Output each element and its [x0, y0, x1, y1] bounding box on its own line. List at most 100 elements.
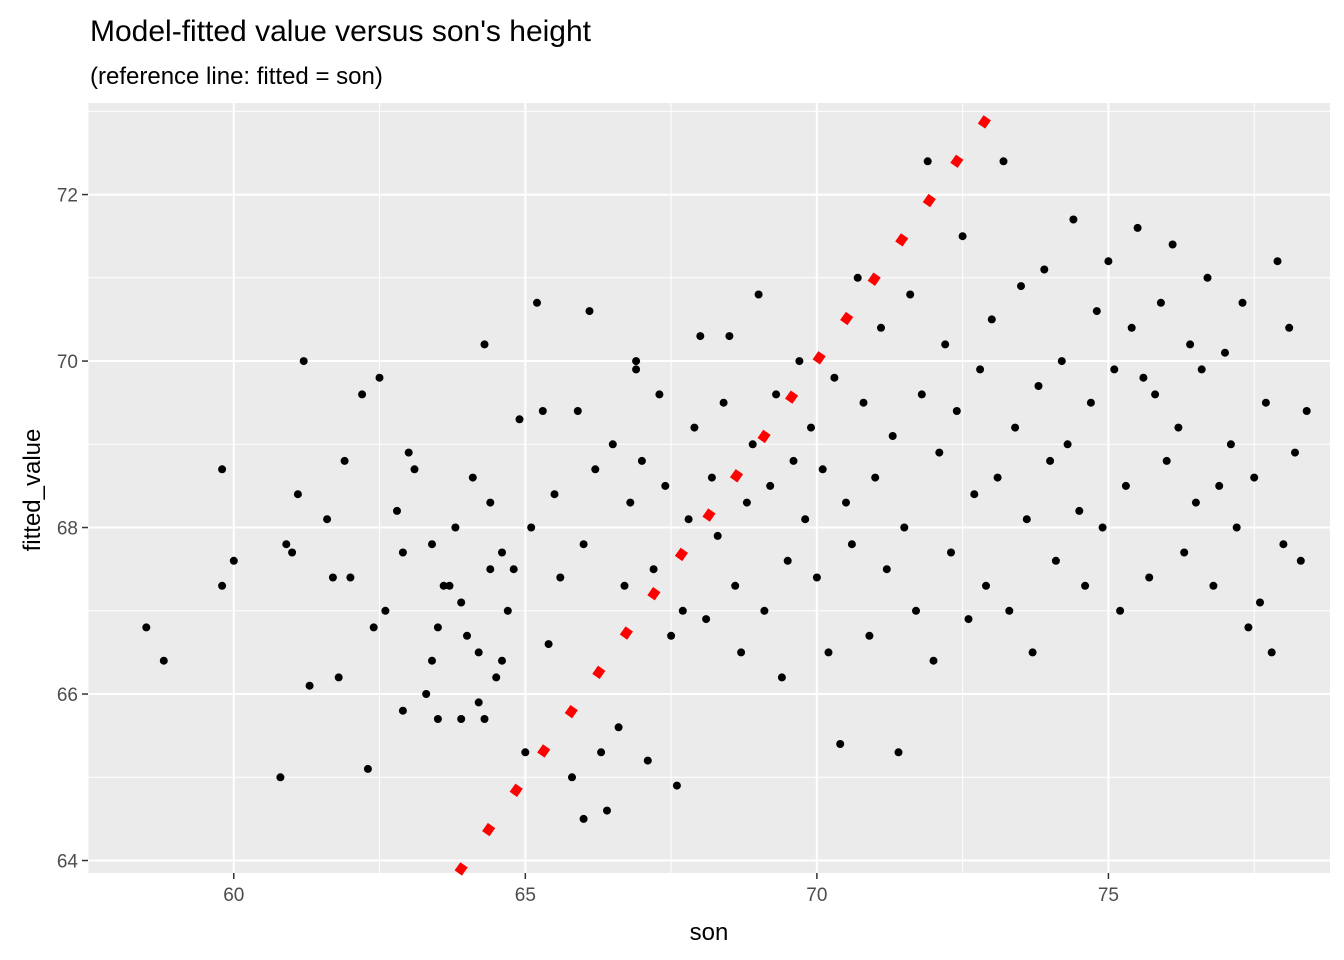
data-point [964, 615, 973, 624]
data-point [1116, 606, 1125, 615]
data-point [1232, 523, 1241, 532]
x-tick-label: 70 [806, 885, 827, 906]
data-point [842, 498, 850, 507]
data-point [760, 606, 769, 615]
data-point [871, 473, 880, 482]
data-point [579, 540, 588, 549]
data-point [719, 398, 728, 407]
data-point [323, 515, 332, 524]
data-point [795, 357, 804, 366]
data-point [422, 690, 431, 698]
data-point [503, 606, 512, 615]
data-point [877, 323, 885, 332]
data-point [731, 581, 740, 590]
data-point [608, 440, 617, 449]
data-point [667, 631, 676, 640]
data-point [637, 456, 646, 465]
data-point [1057, 357, 1066, 366]
data-point [970, 490, 979, 499]
x-axis-title: son [690, 919, 729, 946]
y-tick-label: 72 [57, 186, 78, 207]
data-point [1075, 506, 1084, 515]
data-point [480, 715, 489, 723]
data-point [713, 531, 722, 540]
x-tick-label: 75 [1098, 885, 1119, 906]
data-point [457, 715, 466, 723]
data-point [620, 581, 629, 590]
data-point [1011, 423, 1020, 432]
data-point [783, 556, 792, 565]
data-point [1092, 307, 1101, 316]
plot-panel [88, 103, 1330, 873]
data-point [393, 506, 401, 515]
data-point [906, 290, 915, 299]
x-tick-label: 65 [515, 885, 536, 906]
data-point [1250, 473, 1259, 482]
data-point [672, 781, 681, 790]
data-point [725, 332, 734, 341]
minor-gridlines [87, 103, 1330, 873]
data-point [334, 673, 343, 682]
data-point [912, 606, 920, 615]
y-axis-title: fitted_value [19, 429, 46, 552]
data-point [445, 581, 454, 590]
data-point [1186, 340, 1195, 349]
data-point [363, 764, 372, 773]
data-point [1145, 573, 1154, 582]
data-point [1081, 581, 1090, 590]
data-point [480, 340, 489, 349]
data-point [1296, 556, 1305, 565]
x-axis-ticks: 60 65 70 75 [223, 873, 1119, 906]
data-point [1279, 540, 1288, 549]
data-point [142, 623, 151, 632]
data-point [1051, 556, 1060, 565]
data-points [142, 157, 1311, 823]
data-point [474, 648, 483, 657]
data-point [474, 698, 483, 707]
data-point [772, 390, 781, 399]
data-point [976, 365, 985, 374]
data-point [982, 581, 990, 590]
data-point [521, 748, 530, 757]
data-point [550, 490, 559, 499]
data-point [486, 565, 495, 574]
data-point [538, 407, 547, 415]
data-point [328, 573, 337, 582]
data-point [999, 157, 1008, 166]
data-point [433, 715, 442, 723]
data-point [568, 773, 576, 782]
data-point [527, 523, 536, 532]
data-point [346, 573, 355, 582]
data-point [632, 357, 641, 366]
data-point [410, 465, 419, 474]
data-point [626, 498, 635, 507]
data-point [597, 748, 606, 757]
data-point [515, 415, 524, 424]
major-gridlines [88, 103, 1330, 873]
chart-subtitle: (reference line: fitted = son) [90, 63, 383, 90]
data-point [1285, 323, 1294, 332]
data-point [818, 465, 827, 474]
data-point [923, 157, 932, 166]
data-point [707, 473, 716, 482]
data-point [1273, 257, 1282, 266]
data-point [1162, 456, 1171, 465]
y-tick-label: 64 [57, 852, 79, 873]
data-point [824, 648, 833, 657]
data-point [159, 656, 168, 665]
data-point [1034, 382, 1043, 390]
data-point [1174, 423, 1183, 432]
data-point [463, 631, 471, 640]
data-point [1256, 598, 1264, 607]
data-point [1127, 323, 1136, 332]
data-point [509, 565, 518, 574]
data-point [1261, 398, 1270, 407]
x-tick-label: 60 [223, 885, 244, 906]
data-point [293, 490, 302, 499]
data-point [591, 465, 600, 474]
data-point [1022, 515, 1031, 524]
data-point [649, 565, 658, 574]
data-point [684, 515, 693, 524]
data-point [1209, 581, 1218, 590]
data-point [585, 307, 594, 316]
